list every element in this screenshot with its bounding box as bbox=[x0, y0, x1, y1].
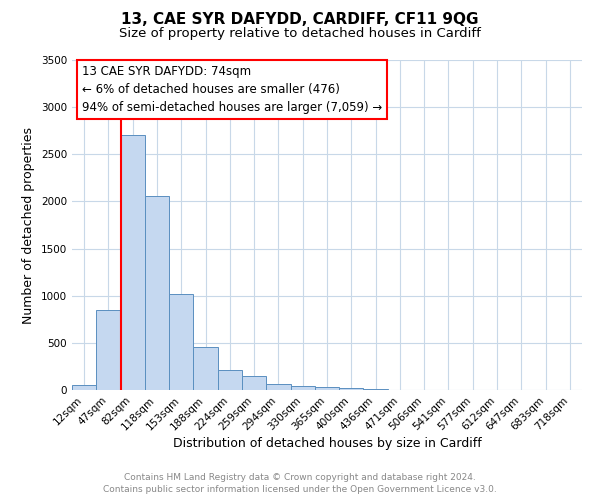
Text: 13, CAE SYR DAFYDD, CARDIFF, CF11 9QG: 13, CAE SYR DAFYDD, CARDIFF, CF11 9QG bbox=[121, 12, 479, 28]
Bar bbox=[72, 385, 96, 390]
Bar bbox=[96, 310, 121, 390]
Bar bbox=[145, 196, 169, 390]
Bar bbox=[364, 388, 388, 390]
Y-axis label: Number of detached properties: Number of detached properties bbox=[22, 126, 35, 324]
Text: 13 CAE SYR DAFYDD: 74sqm
← 6% of detached houses are smaller (476)
94% of semi-d: 13 CAE SYR DAFYDD: 74sqm ← 6% of detache… bbox=[82, 65, 382, 114]
Bar bbox=[339, 388, 364, 390]
Bar bbox=[218, 370, 242, 390]
Bar bbox=[121, 136, 145, 390]
Bar bbox=[242, 376, 266, 390]
Bar bbox=[266, 384, 290, 390]
Bar bbox=[290, 386, 315, 390]
Bar bbox=[315, 387, 339, 390]
Text: Size of property relative to detached houses in Cardiff: Size of property relative to detached ho… bbox=[119, 28, 481, 40]
Text: Contains HM Land Registry data © Crown copyright and database right 2024.: Contains HM Land Registry data © Crown c… bbox=[124, 473, 476, 482]
X-axis label: Distribution of detached houses by size in Cardiff: Distribution of detached houses by size … bbox=[173, 438, 481, 450]
Text: Contains public sector information licensed under the Open Government Licence v3: Contains public sector information licen… bbox=[103, 484, 497, 494]
Bar bbox=[193, 347, 218, 390]
Bar bbox=[169, 294, 193, 390]
